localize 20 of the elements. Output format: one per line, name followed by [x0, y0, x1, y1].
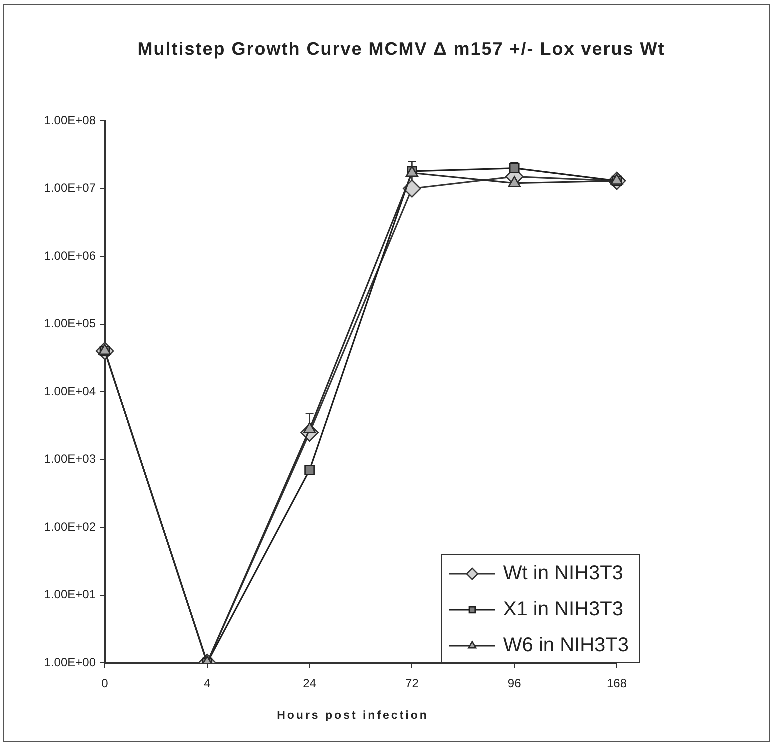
y-tick-label: 1.00E+06 [44, 248, 96, 263]
y-tick-label: 1.00E+02 [44, 520, 96, 534]
y-tick-label: 1.00E+07 [44, 181, 96, 196]
legend-label: X1 in NIH3T3 [503, 598, 624, 621]
y-tick-label: 1.00E+04 [44, 384, 96, 398]
chart-title: Multistep Growth Curve MCMV Δ m157 +/- Lox verus Wt [138, 38, 666, 59]
y-tick-label: 1.00E+01 [44, 588, 96, 602]
y-tick-label: 1.00E+03 [44, 452, 96, 466]
x-tick-label: 4 [204, 676, 212, 691]
x-tick-label: 168 [606, 676, 628, 691]
legend-label: Wt in NIH3T3 [503, 562, 624, 585]
x-tick-label: 72 [406, 676, 420, 691]
x-axis-title: Hours post infection [277, 710, 429, 722]
y-tick-label: 1.00E+08 [44, 113, 96, 128]
x-tick-label: 96 [508, 676, 522, 691]
y-tick-label: 1.00E+00 [44, 655, 96, 670]
x-tick-label: 0 [102, 676, 109, 691]
x-tick-label: 24 [303, 676, 317, 691]
y-tick-label: 1.00E+05 [44, 316, 96, 331]
legend-label: W6 in NIH3T3 [503, 634, 630, 657]
